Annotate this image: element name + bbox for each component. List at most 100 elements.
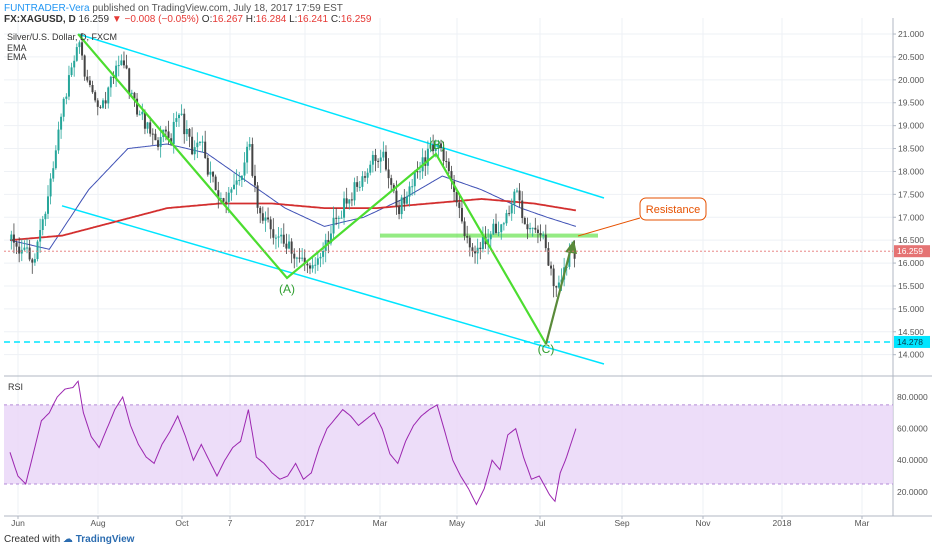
candle-body <box>492 223 495 235</box>
close-value: 16.259 <box>340 14 372 25</box>
time-tick-label: Oct <box>175 518 189 528</box>
candle-body <box>319 256 322 259</box>
channel-upper-line <box>77 33 605 199</box>
candle-body <box>94 92 97 101</box>
candle-body <box>185 128 188 135</box>
candle-body <box>227 192 230 202</box>
publish-info: FUNTRADER-Vera published on TradingView.… <box>4 3 343 14</box>
candle-body <box>458 202 461 208</box>
candle-body <box>301 257 304 259</box>
candle-body <box>500 224 503 233</box>
candle-body <box>568 251 571 267</box>
candle-body <box>539 233 542 236</box>
price-change: ▼ −0.008 (−0.05%) <box>111 14 200 25</box>
candle-body <box>151 133 154 135</box>
author-link[interactable]: FUNTRADER-Vera <box>4 3 90 14</box>
candle-body <box>348 199 351 204</box>
candle-body <box>479 247 482 249</box>
candle-body <box>60 116 63 130</box>
price-tick-label: 17.500 <box>898 189 924 199</box>
candle-body <box>445 161 448 163</box>
candle-body <box>450 171 453 182</box>
candle-body <box>261 213 264 221</box>
candle-body <box>104 100 107 104</box>
candle-body <box>112 76 115 78</box>
ema-legend-1[interactable]: EMA <box>7 43 27 53</box>
candle-body <box>536 229 539 234</box>
candle-body <box>460 207 463 222</box>
candle-body <box>248 144 251 147</box>
candle-body <box>198 141 201 143</box>
candle-body <box>109 76 112 88</box>
candle-body <box>489 234 492 240</box>
candle-body <box>416 171 419 173</box>
tradingview-brand[interactable]: TradingView <box>75 534 135 545</box>
candle-body <box>345 198 348 204</box>
resistance-callout-box <box>639 197 707 221</box>
price-tick-label: 19.000 <box>898 121 924 131</box>
candle-body <box>295 257 298 259</box>
candle-body <box>426 148 429 166</box>
time-tick-label: Jun <box>11 518 25 528</box>
published-text: published on TradingView.com, July 18, 2… <box>92 3 343 14</box>
candle-body <box>172 121 175 145</box>
candle-body <box>62 98 65 117</box>
candle-body <box>429 144 432 149</box>
candle-body <box>138 114 141 116</box>
candle-body <box>240 175 243 181</box>
candle-body <box>329 233 332 244</box>
candle-body <box>70 67 73 76</box>
symbol-label: FX:XAGUSD, D <box>4 14 76 25</box>
candle-body <box>387 169 390 179</box>
candle-body <box>521 200 524 218</box>
projection-arrow-line <box>544 247 573 345</box>
candle-body <box>510 204 513 214</box>
candle-body <box>177 114 180 119</box>
candle-body <box>33 259 36 263</box>
candle-body <box>308 265 311 269</box>
candle-body <box>471 247 474 252</box>
price-tick-label: 15.000 <box>898 304 924 314</box>
candle-body <box>557 282 560 288</box>
candle-body <box>122 60 125 66</box>
candle-body <box>277 236 280 238</box>
candle-body <box>343 198 346 218</box>
price-tick-label: 20.000 <box>898 75 924 85</box>
candle-body <box>120 60 123 66</box>
candle-body <box>550 265 553 269</box>
candle-body <box>335 217 338 219</box>
candle-body <box>125 65 128 69</box>
candle-body <box>243 162 246 176</box>
candle-body <box>350 199 353 201</box>
candle-body <box>146 122 149 129</box>
wave-a-label: (A) <box>279 282 295 296</box>
high-value: 16.284 <box>255 14 287 25</box>
candle-body <box>280 234 283 237</box>
candle-body <box>523 217 526 225</box>
candle-body <box>191 136 194 155</box>
candle-body <box>52 168 55 179</box>
candle-body <box>264 217 267 221</box>
candle-body <box>117 65 120 67</box>
candle-body <box>366 172 369 178</box>
candle-body <box>91 85 94 93</box>
candle-body <box>102 100 105 108</box>
time-tick-label: Mar <box>373 518 388 528</box>
candle-body <box>233 184 236 190</box>
candle-body <box>303 257 306 264</box>
candle-body <box>238 180 241 182</box>
candle-body <box>269 219 272 230</box>
ema-legend-2[interactable]: EMA <box>7 52 27 62</box>
candle-body <box>288 241 291 249</box>
created-with-label: Created with <box>4 534 61 545</box>
last-price: 16.259 <box>78 14 110 25</box>
candle-body <box>455 191 458 203</box>
candle-body <box>39 230 42 242</box>
candle-body <box>442 147 445 162</box>
candle-body <box>235 180 238 185</box>
candle-body <box>463 221 466 237</box>
candle-body <box>332 217 335 234</box>
candle-body <box>390 178 393 185</box>
candle-body <box>358 186 361 188</box>
